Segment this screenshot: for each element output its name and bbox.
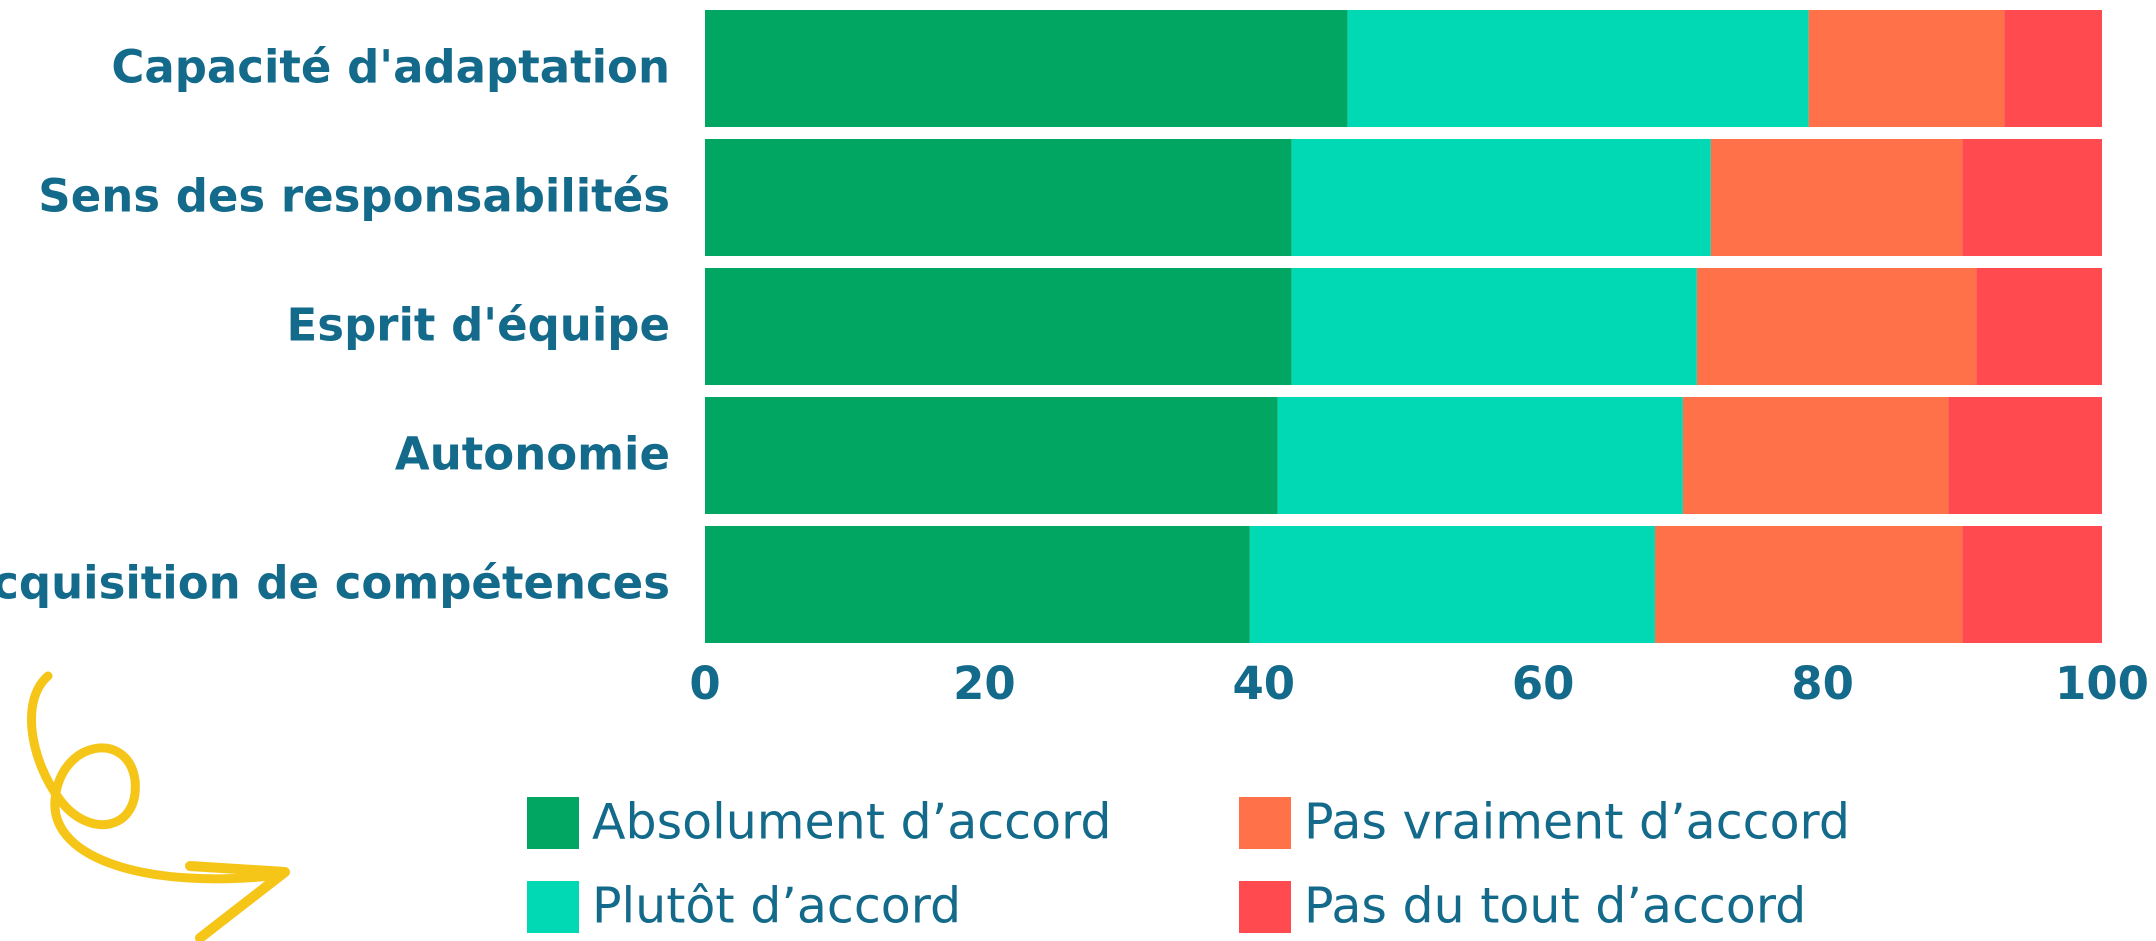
bar-segment: [705, 526, 1250, 643]
x-tick-label: 20: [953, 657, 1016, 710]
x-tick-label: 100: [2055, 657, 2149, 710]
bar-segment: [1948, 397, 2102, 514]
legend-swatch: [527, 881, 579, 933]
category-label: Capacité d'adaptation: [111, 41, 670, 94]
bar-segment: [705, 268, 1292, 385]
legend-swatch: [1239, 797, 1291, 849]
bar-segment: [1292, 139, 1711, 256]
legend-swatch: [527, 797, 579, 849]
bar-segment: [1683, 397, 1948, 514]
chart: Capacité d'adaptation Sens des responsabi…: [0, 0, 2156, 941]
bar-segment: [1962, 526, 2102, 643]
category-label: Acquisition de compétences: [0, 557, 670, 610]
legend-label: Pas vraiment d’accord: [1304, 794, 1850, 851]
x-tick-label: 80: [1791, 657, 1854, 710]
x-tick-label: 40: [1232, 657, 1295, 710]
bar-segment: [705, 397, 1278, 514]
bar-segment: [705, 139, 1292, 256]
category-label: Sens des responsabilités: [38, 170, 670, 223]
category-label: Esprit d'équipe: [287, 299, 670, 352]
bar-segment: [1292, 268, 1697, 385]
decorative-swirl: [31, 676, 280, 879]
bar-segment: [1976, 268, 2102, 385]
bar-segment: [1348, 10, 1809, 127]
legend-label: Absolument d’accord: [592, 794, 1111, 851]
bar-segment: [705, 10, 1348, 127]
bar-segment: [1250, 526, 1655, 643]
bar-segment: [1697, 268, 1976, 385]
bar-segment: [1809, 10, 2005, 127]
bar-segment: [1711, 139, 1962, 256]
bar-segment: [1278, 397, 1683, 514]
bar-segment: [1962, 139, 2102, 256]
legend-label: Pas du tout d’accord: [1304, 878, 1806, 935]
legend-label: Plutôt d’accord: [592, 878, 961, 935]
legend-swatch: [1239, 881, 1291, 933]
bar-segment: [1655, 526, 1962, 643]
x-tick-label: 0: [689, 657, 720, 710]
category-label: Autonomie: [395, 428, 670, 481]
x-tick-label: 60: [1512, 657, 1575, 710]
bar-segment: [2004, 10, 2102, 127]
